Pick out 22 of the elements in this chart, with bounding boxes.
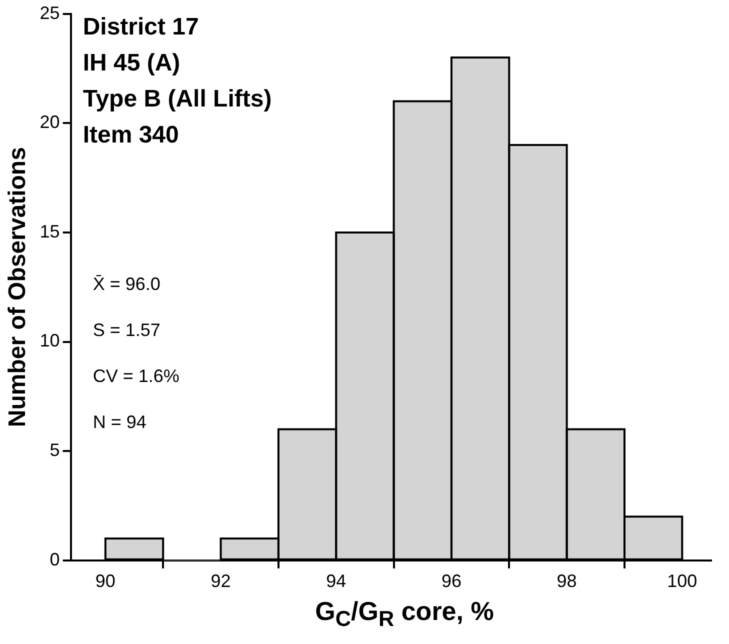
y-tick-label: 10 [40,330,60,351]
annotation: X̄ = 96.0 [92,274,160,294]
y-axis-title: Number of Observations [4,147,32,428]
y-tick-label: 25 [40,2,60,23]
annotation: IH 45 (A) [82,49,180,76]
x-tick-label: 96 [441,571,462,592]
annotation: Item 340 [82,121,179,148]
annotation: Type B (All Lifts) [82,85,272,112]
x-tick-label: 94 [326,571,346,592]
y-tick-label: 15 [40,221,60,242]
y-tick-label: 20 [40,112,60,132]
y-tick-label: 5 [50,440,60,460]
x-tick-label: 98 [556,571,577,592]
x-axis-title: G$_{C}$/G$_{R}$ core, % [314,596,495,632]
x-tick-label: 92 [210,571,231,592]
y-tick-label: 0 [50,549,60,570]
x-tick-label: 100 [667,571,698,592]
annotation: District 17 [82,13,199,40]
x-tick-label: 90 [95,571,116,592]
annotation: N = 94 [92,412,146,432]
annotation: CV = 1.6% [92,366,180,386]
annotation: S = 1.57 [92,320,160,340]
